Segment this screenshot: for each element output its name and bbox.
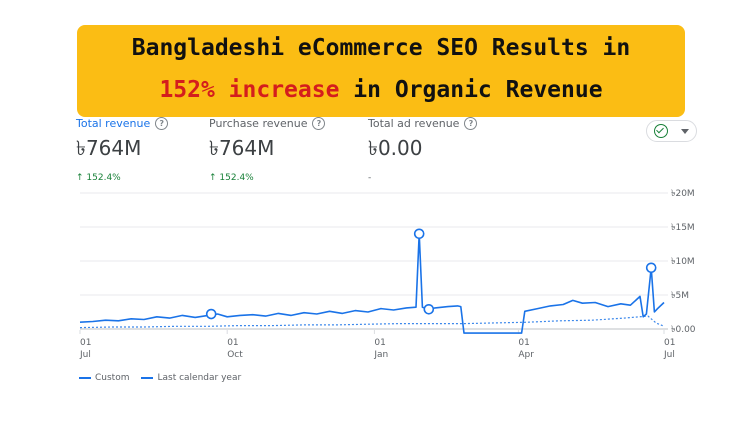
x-tick-day: 01 bbox=[80, 338, 91, 348]
legend-label-last-year: Last calendar year bbox=[157, 373, 242, 383]
series-line-last-calendar-year bbox=[79, 315, 665, 329]
metric-label-row: Total revenue ? bbox=[76, 117, 169, 130]
x-tick-month: Jul bbox=[663, 350, 675, 360]
metric-value: ৳0.00 bbox=[368, 136, 423, 160]
legend-label-custom: Custom bbox=[95, 373, 130, 383]
x-tick-day: 01 bbox=[664, 338, 675, 348]
x-tick-month: Apr bbox=[518, 350, 534, 360]
x-tick-day: 01 bbox=[227, 338, 238, 348]
metric-label: Total revenue bbox=[76, 117, 151, 130]
anomaly-marker bbox=[205, 308, 217, 320]
metric-change: ↑ 152.4% bbox=[76, 173, 121, 183]
headline-line-2: 152% increase in Organic Revenue bbox=[77, 77, 685, 103]
legend-swatch-custom bbox=[79, 377, 91, 379]
headline-rest: in Organic Revenue bbox=[339, 77, 603, 103]
metric-label-row: Total ad revenue ? bbox=[368, 117, 478, 130]
metric-change: ↑ 152.4% bbox=[209, 173, 254, 183]
check-circle-icon bbox=[654, 124, 668, 138]
metric-change: - bbox=[368, 173, 372, 183]
help-icon[interactable]: ? bbox=[155, 117, 169, 130]
metric-value: ৳764M bbox=[76, 136, 142, 160]
metric-label: Total ad revenue bbox=[368, 117, 460, 130]
metric-label: Purchase revenue bbox=[209, 117, 308, 130]
y-tick-label: ৳10M bbox=[671, 257, 695, 267]
anomaly-marker bbox=[413, 228, 425, 240]
help-icon[interactable]: ? bbox=[312, 117, 326, 130]
y-tick-label: ৳0.00 bbox=[671, 325, 696, 335]
metric-total-ad-revenue[interactable]: Total ad revenue ? ৳0.00 - bbox=[368, 117, 478, 183]
series-line-custom bbox=[79, 233, 665, 334]
metric-total-revenue[interactable]: Total revenue ? ৳764M ↑ 152.4% bbox=[76, 117, 169, 183]
y-tick-label: ৳20M bbox=[671, 189, 695, 199]
headline-line-1: Bangladeshi eCommerce SEO Results in bbox=[131, 35, 631, 61]
status-dropdown[interactable] bbox=[646, 120, 697, 142]
headline-highlight: 152% increase bbox=[159, 77, 340, 103]
y-tick-label: ৳15M bbox=[671, 223, 695, 233]
x-tick-month: Oct bbox=[227, 350, 243, 360]
x-tick-month: Jan bbox=[373, 350, 388, 360]
y-tick-label: ৳5M bbox=[671, 291, 689, 301]
caret-down-icon bbox=[681, 129, 689, 134]
metric-label-row: Purchase revenue ? bbox=[209, 117, 326, 130]
metric-value: ৳764M bbox=[209, 136, 275, 160]
headline-banner: Bangladeshi eCommerce SEO Results in 152… bbox=[77, 25, 685, 117]
x-tick-day: 01 bbox=[374, 338, 385, 348]
metric-purchase-revenue[interactable]: Purchase revenue ? ৳764M ↑ 152.4% bbox=[209, 117, 326, 183]
legend-swatch-last-year bbox=[141, 377, 154, 379]
x-tick-month: Jul bbox=[79, 350, 91, 360]
help-icon[interactable]: ? bbox=[464, 117, 478, 130]
x-tick-day: 01 bbox=[518, 338, 529, 348]
chart-legend: Custom Last calendar year bbox=[79, 373, 241, 383]
anomaly-marker bbox=[423, 303, 435, 315]
anomaly-marker bbox=[645, 262, 657, 274]
